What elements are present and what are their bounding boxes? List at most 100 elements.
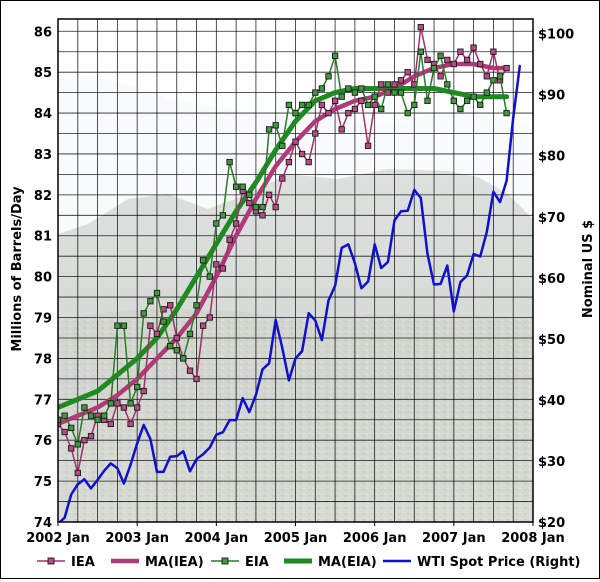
data-point-iea — [120, 404, 128, 411]
data-point-eia — [411, 101, 418, 109]
data-point-eia — [120, 322, 128, 329]
x-tick-label: 2008 Jan — [501, 531, 565, 546]
data-point-eia — [81, 404, 88, 411]
data-point-iea — [503, 64, 510, 72]
data-point-iea — [61, 428, 68, 436]
data-point-eia — [305, 101, 312, 109]
y-right-tick-label: $90 — [538, 89, 565, 104]
x-tick-label: 2005 Jan — [264, 531, 328, 546]
data-point-eia — [477, 101, 484, 109]
data-point-iea — [457, 48, 464, 55]
data-point-iea — [140, 387, 147, 395]
data-point-eia — [74, 441, 81, 448]
legend-item: WTI Spot Price (Right) — [383, 555, 580, 570]
data-point-iea — [404, 69, 411, 76]
y-right-tick-label: $60 — [538, 272, 565, 287]
data-point-iea — [68, 445, 75, 452]
data-point-eia — [397, 89, 405, 96]
y-right-tick-label: $100 — [538, 28, 574, 43]
data-point-eia — [180, 355, 187, 362]
data-point-iea — [74, 469, 81, 477]
data-point-eia — [279, 142, 286, 149]
data-point-iea — [206, 314, 213, 321]
data-point-eia — [186, 330, 194, 338]
data-point-eia — [199, 257, 207, 264]
y-right-tick-label: $30 — [538, 455, 565, 470]
legend-label: IEA — [71, 555, 95, 570]
data-point-iea — [463, 56, 471, 64]
y-left-tick-label: 75 — [34, 475, 52, 490]
data-point-eia — [127, 400, 134, 407]
data-point-eia — [503, 109, 510, 117]
data-point-iea — [470, 44, 477, 51]
legend-marker — [47, 557, 55, 565]
legend-item: EIA — [211, 555, 269, 570]
data-point-iea — [358, 97, 365, 104]
data-point-iea — [272, 203, 279, 211]
data-point-iea — [444, 56, 451, 64]
data-point-iea — [450, 60, 457, 68]
data-point-eia — [206, 273, 213, 280]
data-point-iea — [265, 191, 273, 198]
data-point-iea — [58, 420, 62, 428]
y-right-tick-label: $50 — [538, 333, 565, 348]
data-point-iea — [298, 150, 306, 158]
y-axis-left-label: Millions of Barrels/Day — [10, 186, 25, 352]
data-point-eia — [444, 81, 451, 88]
series-line-ma-eia — [58, 86, 510, 410]
data-point-eia — [384, 81, 392, 88]
series-line-wti-spot-price-right — [58, 64, 522, 522]
x-tick-label: 2004 Jan — [185, 531, 249, 546]
data-point-iea — [292, 138, 299, 145]
data-point-eia — [219, 212, 227, 219]
data-point-eia — [450, 97, 457, 104]
data-point-eia — [272, 122, 279, 129]
data-point-eia — [246, 191, 253, 198]
data-point-eia — [424, 97, 431, 104]
y-right-tick-label: $20 — [538, 516, 565, 531]
data-point-eia — [483, 89, 490, 96]
data-point-eia — [358, 85, 365, 92]
data-point-iea — [167, 302, 174, 309]
y-left-tick-label: 81 — [34, 230, 52, 245]
data-point-eia — [463, 97, 471, 104]
series-line-ma-iea — [58, 61, 509, 427]
data-point-iea — [437, 73, 444, 80]
data-point-iea — [483, 73, 490, 80]
data-point-eia — [331, 52, 339, 59]
data-point-iea — [351, 105, 359, 113]
data-point-iea — [81, 437, 88, 444]
data-point-eia — [312, 89, 319, 96]
y-left-tick-label: 84 — [34, 107, 52, 122]
data-point-iea — [285, 158, 293, 166]
y-left-tick-label: 76 — [34, 434, 52, 449]
data-point-iea — [199, 322, 207, 329]
data-point-eia — [457, 105, 464, 113]
data-point-eia — [239, 183, 246, 190]
y-left-tick-label: 83 — [34, 148, 52, 163]
data-point-eia — [285, 101, 293, 109]
data-point-eia — [134, 383, 141, 391]
data-point-eia — [252, 203, 260, 211]
data-point-eia — [298, 101, 306, 109]
data-point-eia — [496, 73, 504, 80]
x-tick-label: 2006 Jan — [343, 531, 407, 546]
data-point-eia — [173, 347, 180, 354]
data-point-iea — [232, 220, 240, 227]
data-point-eia — [232, 183, 240, 190]
data-point-eia — [153, 289, 161, 297]
x-tick-label: 2007 Jan — [422, 531, 486, 546]
data-point-eia — [404, 109, 411, 117]
data-point-eia — [160, 318, 167, 325]
y-left-tick-label: 79 — [34, 312, 52, 327]
data-point-iea — [193, 375, 200, 383]
data-point-eia — [101, 412, 108, 419]
legend-marker — [221, 557, 229, 565]
y-left-tick-label: 80 — [34, 271, 52, 286]
data-point-iea — [173, 334, 180, 342]
legend-label: MA(IEA) — [145, 555, 204, 570]
data-point-iea — [490, 48, 497, 55]
legend-item: MA(IEA) — [111, 555, 204, 570]
